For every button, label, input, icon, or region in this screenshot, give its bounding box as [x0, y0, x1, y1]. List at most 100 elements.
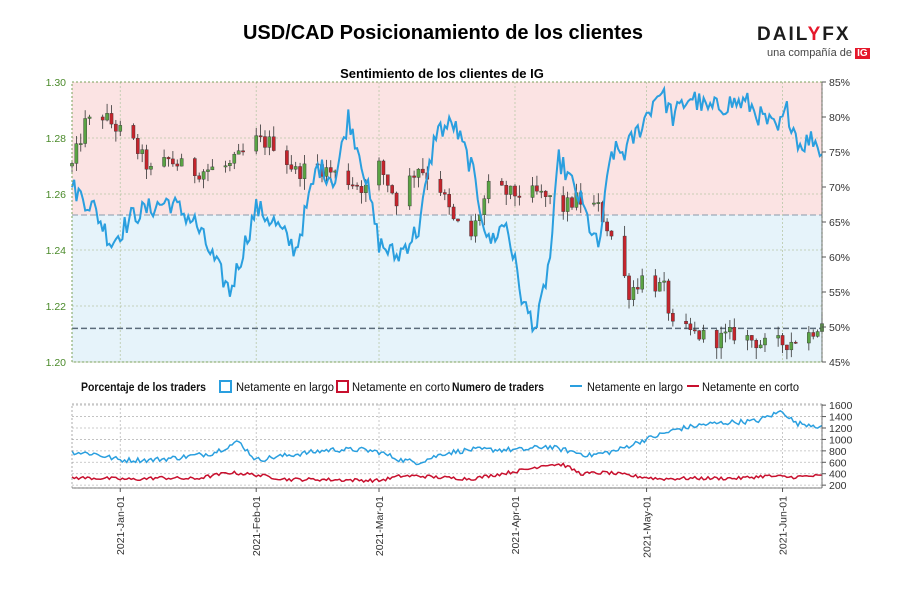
candle-body: [364, 184, 368, 193]
date-tick-label: 2021-May-01: [642, 496, 654, 558]
candle-body: [627, 275, 631, 300]
candle-body: [570, 197, 574, 208]
candle-body: [421, 168, 425, 174]
candle-body: [745, 335, 750, 341]
percent-axis: 45% 50% 55% 60% 65% 70% 75% 80% 85%: [821, 77, 850, 369]
price-tick-label: 1.20: [46, 357, 67, 369]
legend-percent-long-swatch: [219, 380, 232, 393]
candle-body: [166, 157, 171, 160]
candle-body: [74, 143, 79, 164]
logo-wordmark: DAILYFX: [757, 24, 851, 45]
candle-body: [508, 185, 513, 195]
candle-body: [140, 149, 144, 154]
candle-body: [171, 158, 175, 165]
candle-body: [179, 158, 184, 167]
reference-lines: [72, 214, 822, 330]
price-tick-label: 1.26: [46, 189, 67, 201]
candle-body: [596, 202, 601, 204]
candle-body: [561, 195, 566, 212]
candle-body: [750, 335, 754, 341]
legend-percent-title: Porcentaje de los traders: [81, 382, 206, 394]
candle-body: [302, 163, 307, 179]
traders-short-line: [71, 462, 822, 484]
candle-body: [271, 136, 276, 151]
candle-body: [407, 175, 412, 207]
candle-body: [131, 125, 136, 139]
candle-body: [447, 194, 451, 208]
date-tick-label: 2021-Jan-01: [115, 496, 127, 555]
percent-tick-label: 60%: [829, 252, 850, 264]
candle-body: [267, 136, 272, 148]
candle-body: [293, 166, 298, 170]
candle-body: [263, 136, 267, 148]
traders-tick-label: 200: [829, 480, 847, 492]
candle-body: [438, 178, 443, 193]
legend-count-short-label: Netamente en corto: [702, 382, 799, 394]
candle-body: [513, 185, 517, 197]
candle-body: [758, 344, 763, 349]
percent-tick-label: 45%: [829, 357, 850, 369]
legend-percent-short-swatch: [336, 380, 349, 393]
candle-body: [719, 332, 723, 349]
candle-body: [469, 220, 473, 237]
candle-body: [605, 221, 609, 232]
candle-body: [473, 220, 478, 237]
candle-body: [118, 125, 123, 132]
candle-body: [206, 169, 210, 172]
candle-body: [298, 166, 302, 179]
candle-body: [105, 113, 109, 121]
traders-tick-label: 1600: [829, 400, 853, 412]
candle-body: [385, 174, 390, 186]
traders-grid: [72, 404, 822, 488]
candle-body: [193, 158, 197, 176]
candle-body: [162, 157, 166, 167]
candle-body: [714, 330, 719, 349]
legend: Porcentaje de los traders Netamente en l…: [81, 380, 799, 394]
price-tick-label: 1.28: [46, 133, 67, 145]
candle-body: [443, 192, 447, 195]
candle-body: [201, 171, 206, 180]
price-axis: 1.20 1.22 1.24 1.26 1.28 1.30: [46, 77, 67, 369]
candle-body: [530, 185, 535, 198]
candle-body: [232, 153, 237, 164]
candle-body: [197, 175, 201, 180]
candle-body: [175, 163, 180, 167]
candle-body: [416, 168, 421, 178]
candle-body: [241, 150, 245, 153]
date-tick-label: 2021-Feb-01: [251, 496, 263, 556]
candle-body: [346, 170, 351, 186]
candle-body: [548, 195, 552, 197]
traders-long-line: [71, 410, 823, 466]
date-tick-label: 2021-Apr-01: [510, 496, 522, 555]
candle-body: [653, 275, 658, 292]
candle-body: [631, 287, 636, 300]
candle-body: [456, 218, 460, 222]
percent-tick-label: 50%: [829, 322, 850, 334]
candle-body: [258, 135, 263, 138]
candle-body: [807, 332, 811, 344]
percent-tick-label: 70%: [829, 182, 850, 194]
candle-body: [285, 150, 289, 165]
legend-percent-short-label: Netamente en corto: [352, 382, 450, 394]
candle-body: [210, 166, 215, 171]
price-tick-label: 1.24: [46, 245, 67, 257]
candle-body: [789, 341, 794, 351]
candle-body: [622, 235, 627, 277]
candle-body: [350, 184, 355, 187]
traders-tick-label: 1000: [829, 434, 853, 446]
candle-body: [535, 185, 539, 192]
candle-body: [149, 166, 153, 170]
candle-body: [504, 185, 509, 195]
traders-tick-label: 800: [829, 446, 847, 458]
candle-body: [723, 331, 728, 334]
candle-body: [355, 184, 359, 187]
candle-body: [815, 331, 820, 337]
candle-body: [78, 143, 83, 145]
percent-tick-label: 55%: [829, 287, 850, 299]
candle-body: [359, 186, 364, 193]
candle-body: [728, 327, 732, 333]
candle-body: [135, 138, 140, 154]
